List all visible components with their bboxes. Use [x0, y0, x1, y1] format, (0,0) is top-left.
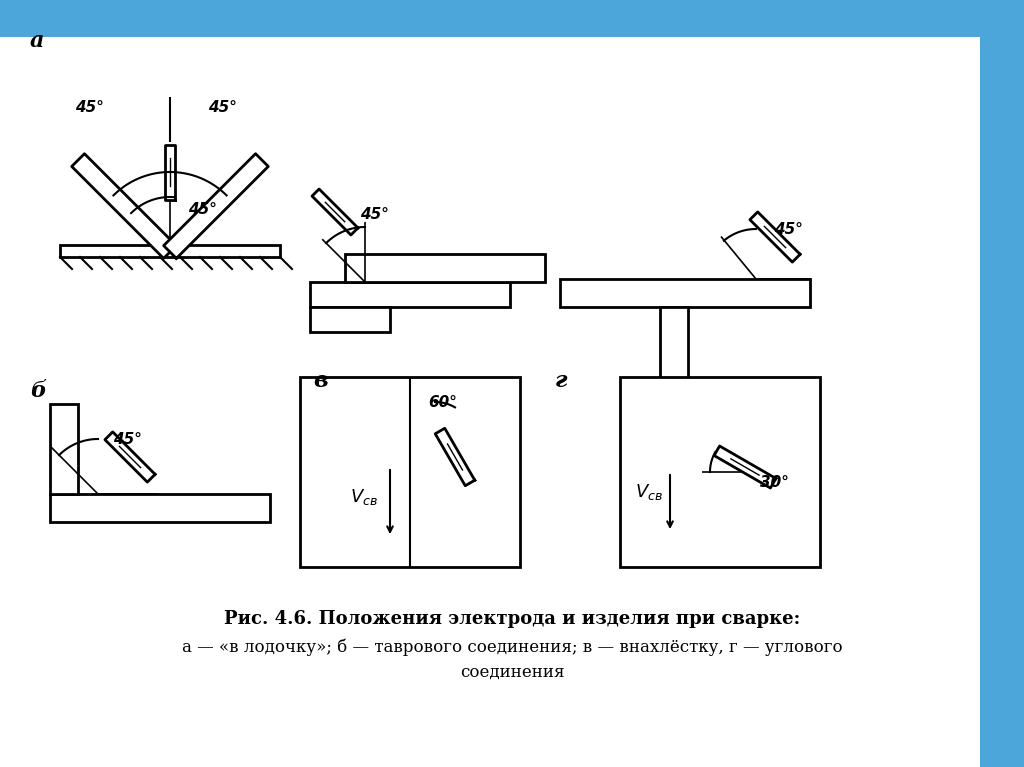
Bar: [300, 377, 520, 567]
Text: 60°: 60°: [428, 395, 457, 410]
Polygon shape: [435, 428, 475, 486]
Bar: [345, 254, 545, 282]
Text: $V_{св}$: $V_{св}$: [350, 487, 378, 507]
Bar: [60, 245, 280, 257]
Text: 45°: 45°: [113, 432, 142, 447]
Polygon shape: [164, 153, 268, 258]
Polygon shape: [312, 189, 358, 235]
Text: г: г: [555, 370, 567, 392]
Text: а — «в лодочку»; б — таврового соединения; в — внахлёстку, г — углового: а — «в лодочку»; б — таврового соединени…: [181, 638, 843, 656]
Bar: [50, 404, 78, 494]
Polygon shape: [714, 446, 776, 488]
Text: 45°: 45°: [75, 100, 103, 115]
FancyBboxPatch shape: [0, 0, 1024, 37]
Text: 45°: 45°: [208, 100, 237, 115]
Text: соединения: соединения: [460, 663, 564, 680]
Polygon shape: [104, 432, 155, 482]
Bar: [310, 307, 390, 332]
Text: 45°: 45°: [360, 207, 389, 222]
Bar: [50, 494, 270, 522]
Polygon shape: [165, 144, 175, 199]
Text: 30°: 30°: [760, 475, 788, 490]
Text: 45°: 45°: [188, 202, 217, 217]
FancyBboxPatch shape: [980, 0, 1024, 767]
Text: в: в: [313, 370, 328, 392]
Bar: [620, 377, 820, 567]
Text: Рис. 4.6. Положения электрода и изделия при сварке:: Рис. 4.6. Положения электрода и изделия …: [224, 610, 800, 628]
Bar: [660, 307, 688, 457]
Polygon shape: [72, 153, 176, 258]
Bar: [310, 282, 510, 307]
Text: $V_{св}$: $V_{св}$: [635, 482, 663, 502]
Text: 45°: 45°: [774, 222, 803, 237]
Text: а: а: [30, 30, 44, 52]
Text: б: б: [30, 380, 46, 402]
Polygon shape: [750, 212, 800, 262]
Bar: [560, 279, 810, 307]
